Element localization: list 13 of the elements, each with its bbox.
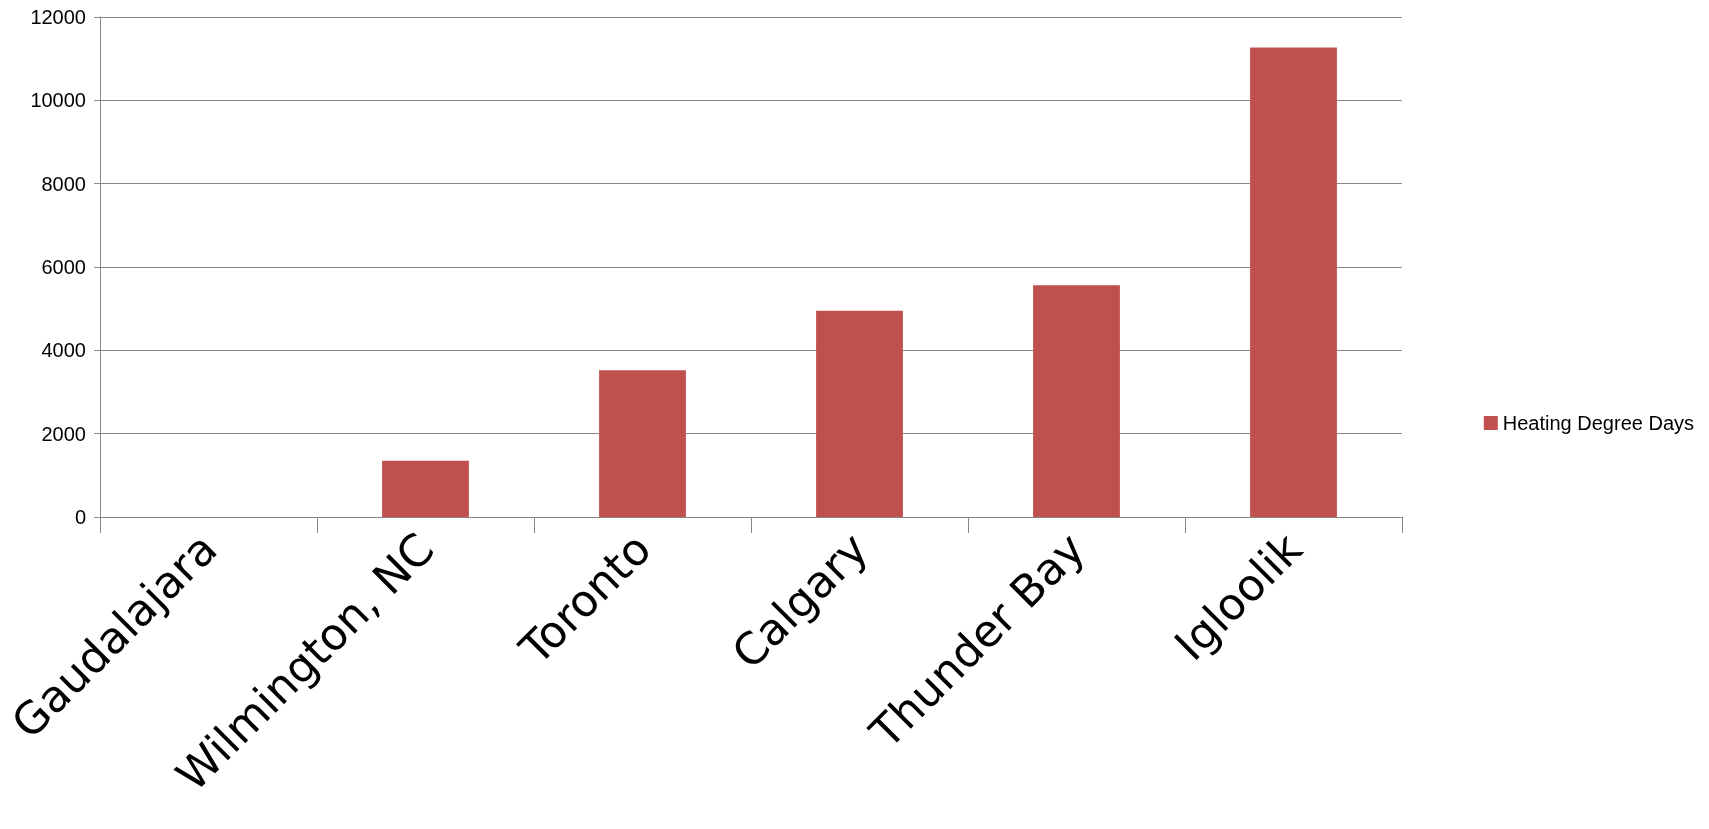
legend-label: Heating Degree Days — [1502, 412, 1695, 434]
y-tick-label: 12000 — [30, 6, 86, 28]
y-tick-label: 2000 — [41, 422, 86, 445]
y-tick-label: 4000 — [41, 339, 86, 362]
bar — [1250, 47, 1337, 517]
y-tick-label: 8000 — [41, 172, 86, 195]
bar — [382, 460, 469, 517]
y-tick-label: 6000 — [41, 256, 86, 278]
y-tick-label: 0 — [74, 506, 86, 528]
bar — [599, 370, 686, 517]
bar — [816, 310, 903, 517]
y-tick-label: 10000 — [30, 89, 86, 112]
bar — [1033, 285, 1120, 517]
